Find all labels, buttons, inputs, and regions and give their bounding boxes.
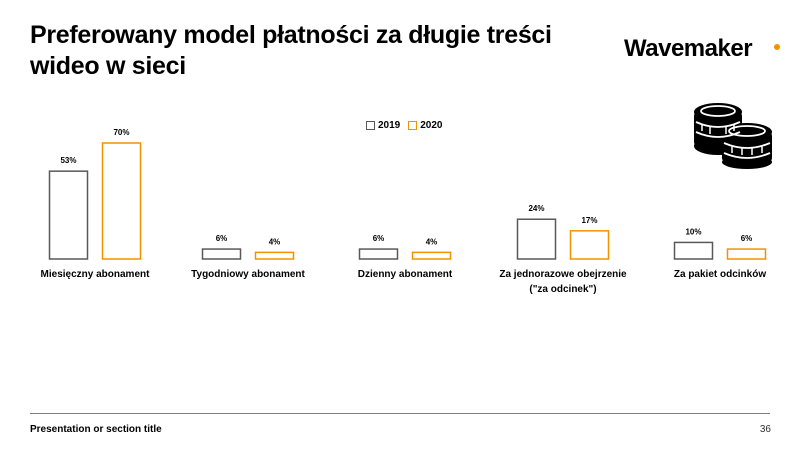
bar-2020-0 — [101, 142, 142, 260]
bar-2020-1 — [254, 251, 295, 260]
bar-2019-2 — [358, 248, 399, 260]
legend-label-2020: 2020 — [420, 120, 443, 131]
bar-2019-0 — [48, 170, 89, 260]
category-label-0: Miesięczny abonament — [41, 269, 151, 280]
data-label-2020-0: 70% — [113, 128, 129, 137]
bar-2020-4 — [726, 248, 767, 260]
category-label-3-line-1: ("za odcinek") — [529, 284, 596, 295]
bar-chart: 53% 6% 6% 24% 10% 70% 4% 4% 17% 6% Miesięczny abon… — [41, 128, 767, 295]
data-label-2020-4: 6% — [741, 234, 753, 243]
legend-item-2019: 2019 — [366, 120, 400, 131]
footer-section-title: Presentation or section title — [30, 424, 162, 435]
data-label-2019-1: 6% — [216, 234, 228, 243]
wavemaker-logo: Wavemaker — [624, 35, 753, 62]
category-label-1: Tygodniowy abonament — [191, 269, 305, 280]
data-label-2020-2: 4% — [426, 237, 438, 246]
data-label-2019-4: 10% — [685, 227, 701, 236]
bar-2019-1 — [201, 248, 242, 260]
category-label-2: Dzienny abonament — [358, 269, 453, 280]
bar-2019-3 — [516, 218, 557, 260]
chart-legend: 2019 2020 — [366, 120, 451, 131]
category-label-4: Za pakiet odcinków — [674, 269, 766, 280]
data-label-2020-1: 4% — [269, 237, 281, 246]
page-title: Preferowany model płatności za długie tr… — [30, 21, 552, 80]
bar-2019-4 — [673, 241, 714, 260]
legend-swatch-2020 — [408, 121, 418, 130]
page-number: 36 — [759, 424, 771, 435]
data-label-2020-3: 17% — [581, 216, 597, 225]
legend-swatch-2019 — [366, 121, 375, 130]
category-label-3: Za jednorazowe obejrzenie — [499, 269, 627, 280]
coins-icon — [690, 98, 776, 175]
bar-2020-2 — [411, 251, 452, 260]
data-label-2019-0: 53% — [60, 156, 76, 165]
data-label-2019-3: 24% — [528, 204, 544, 213]
legend-label-2019: 2019 — [378, 120, 401, 131]
logo-dot — [774, 44, 780, 50]
footer-divider — [30, 413, 770, 414]
bar-2020-3 — [569, 230, 610, 260]
data-label-2019-2: 6% — [373, 234, 385, 243]
legend-item-2020: 2020 — [408, 120, 443, 131]
